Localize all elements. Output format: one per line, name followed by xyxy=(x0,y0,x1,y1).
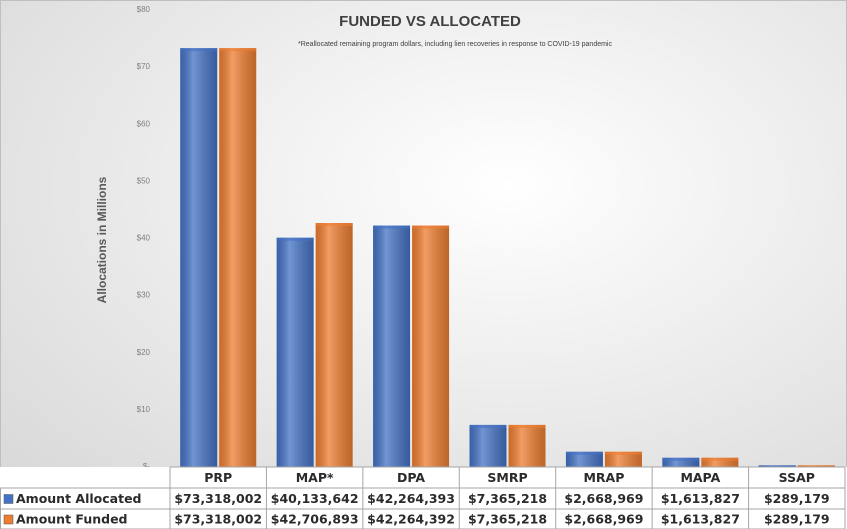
data-label: $2,668,969 xyxy=(564,491,643,506)
bar-shading xyxy=(373,225,411,467)
bar-shading xyxy=(469,424,507,467)
y-tick-label: $40 xyxy=(137,234,151,243)
x-tick-label: SSAP xyxy=(779,470,815,485)
y-tick-label: $70 xyxy=(137,62,151,71)
bar-top xyxy=(276,237,314,241)
bar-top xyxy=(662,457,700,461)
x-tick-label: MRAP xyxy=(583,470,624,485)
data-label: $289,179 xyxy=(764,491,830,506)
bar-shading xyxy=(701,457,739,467)
bar-top xyxy=(508,424,546,428)
x-tick-label: PRP xyxy=(204,470,232,485)
data-label: $289,179 xyxy=(764,512,830,527)
y-tick-label: $10 xyxy=(137,405,151,414)
legend-label: Amount Allocated xyxy=(16,491,142,506)
y-tick-label: $60 xyxy=(137,119,151,128)
x-tick-label: SMRP xyxy=(487,470,527,485)
bar-top xyxy=(315,223,353,227)
data-label: $7,365,218 xyxy=(468,512,547,527)
legend-swatch xyxy=(3,494,14,504)
bar-top xyxy=(701,457,739,461)
y-tick-label: $- xyxy=(143,462,150,471)
bar-top xyxy=(219,48,257,52)
bar-top xyxy=(565,451,603,455)
bar-top xyxy=(180,48,218,52)
y-tick-label: $30 xyxy=(137,291,151,300)
x-tick-label: MAP* xyxy=(296,470,334,485)
bar-shading xyxy=(180,48,218,468)
bar-shading xyxy=(508,424,546,467)
data-label: $42,264,392 xyxy=(367,512,455,527)
data-label: $7,365,218 xyxy=(468,491,547,506)
y-axis-label: Allocations in Millions xyxy=(95,176,109,303)
annotation: *Reallocated remaining program dollars, … xyxy=(298,41,612,48)
y-tick-label: $50 xyxy=(137,176,151,185)
table-bg xyxy=(0,467,847,529)
bar-top xyxy=(373,225,411,229)
legend-swatch xyxy=(3,514,14,525)
bar-shading xyxy=(604,451,642,467)
data-label: $1,613,827 xyxy=(661,491,740,506)
data-label: $73,318,002 xyxy=(174,491,262,506)
y-tick-label: $80 xyxy=(137,5,151,14)
data-label: $73,318,002 xyxy=(174,512,262,527)
chart-title: FUNDED VS ALLOCATED xyxy=(339,13,521,30)
y-tick-label: $20 xyxy=(137,348,151,357)
x-tick-label: DPA xyxy=(397,470,425,485)
bar-top xyxy=(469,424,507,428)
data-label: $2,668,969 xyxy=(564,512,643,527)
x-tick-label: MAPA xyxy=(680,470,720,485)
bar-shading xyxy=(315,223,353,467)
bar-shading xyxy=(276,237,314,467)
data-label: $42,706,893 xyxy=(271,512,359,527)
bar-shading xyxy=(412,225,450,467)
bar-top xyxy=(412,225,450,229)
legend-label: Amount Funded xyxy=(16,512,128,527)
data-label: $1,613,827 xyxy=(661,512,740,527)
bar-top xyxy=(797,465,835,467)
bar-top xyxy=(604,451,642,455)
bar-shading xyxy=(662,457,700,467)
bar-top xyxy=(758,465,796,467)
bar-shading xyxy=(219,48,257,468)
data-label: $40,133,642 xyxy=(271,491,359,506)
data-label: $42,264,393 xyxy=(367,491,455,506)
bar-shading xyxy=(565,451,603,467)
